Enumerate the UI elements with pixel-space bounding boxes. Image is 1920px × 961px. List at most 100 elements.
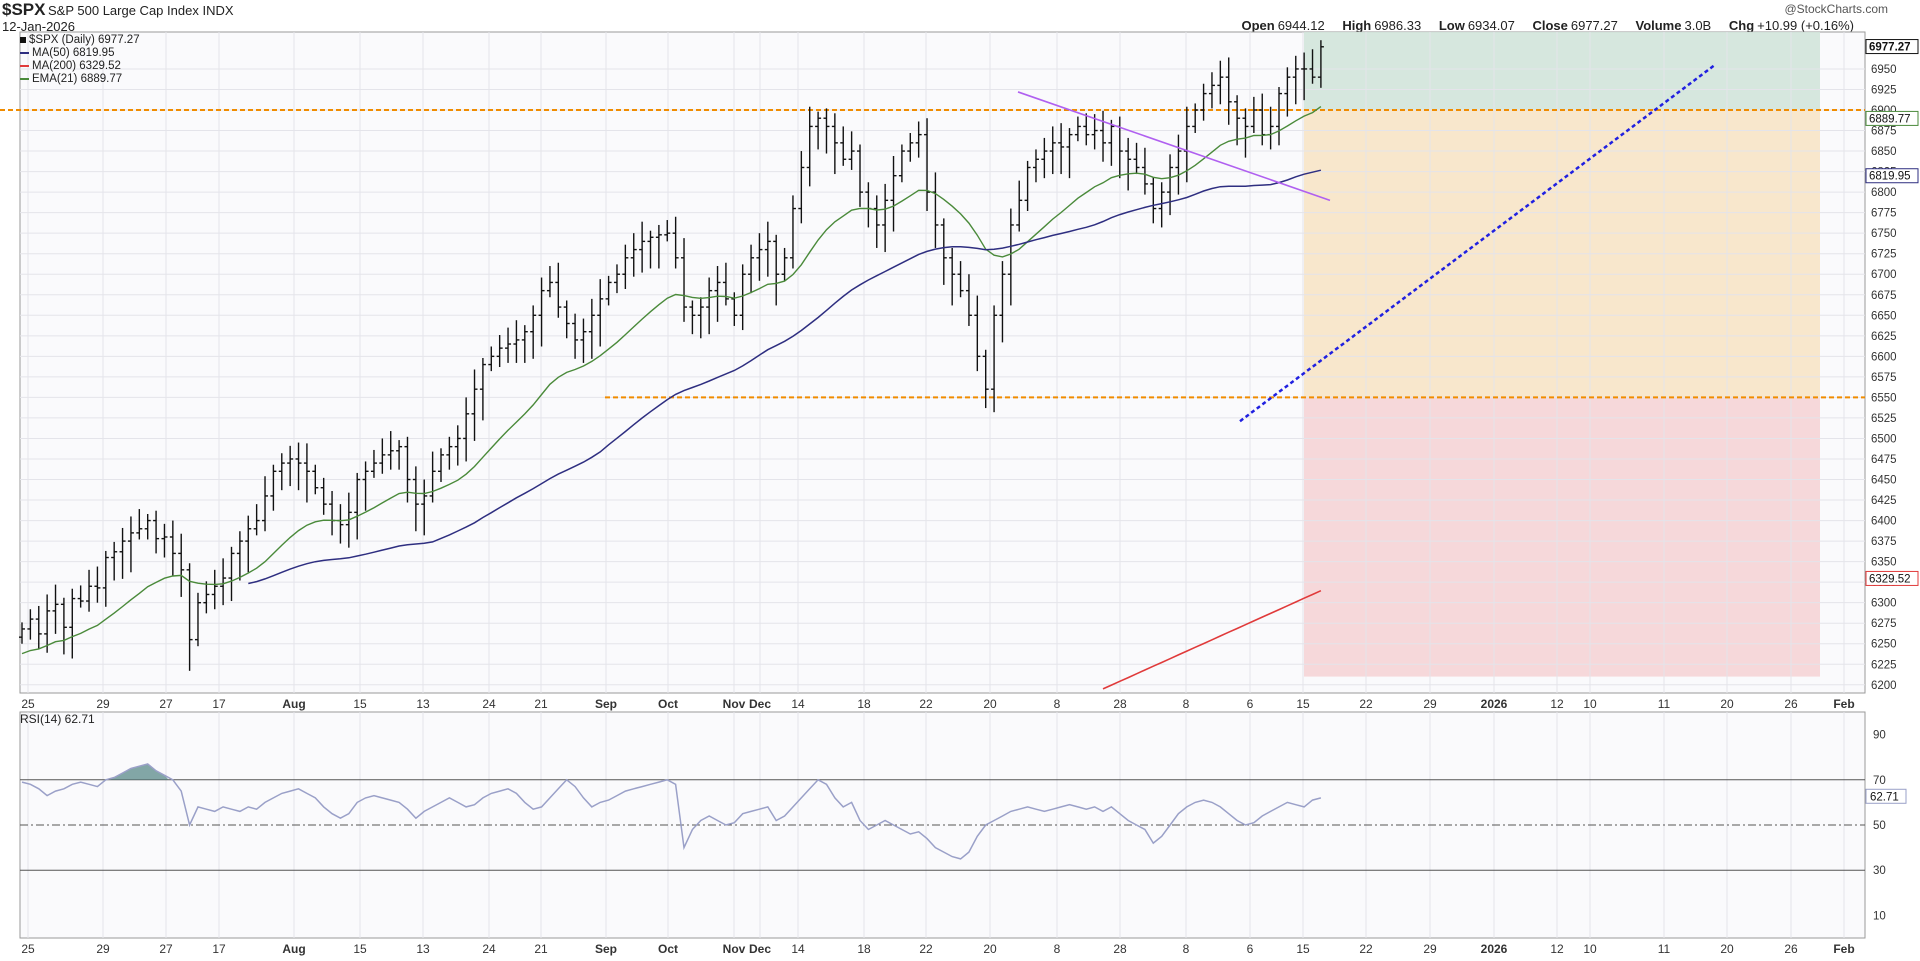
price-bar [421, 479, 428, 536]
price-bar [220, 558, 227, 606]
price-tick-label: 6650 [1871, 310, 1897, 322]
price-bar [873, 195, 880, 248]
price-bar [27, 609, 34, 640]
price-bar [538, 277, 545, 347]
open-label: Open [1241, 18, 1275, 33]
close-tag-box [1865, 39, 1919, 55]
price-bar [689, 300, 696, 335]
rsi-x-tick-label: 8 [1183, 942, 1190, 956]
price-tick-label: 6775 [1871, 208, 1897, 220]
ema21-line [21, 106, 1322, 655]
price-bar [1091, 114, 1098, 150]
price-bar [362, 461, 369, 511]
price-bar [77, 585, 84, 608]
ma200-tag: 6329.52 [1869, 573, 1911, 585]
price-x-tick-label: 27 [159, 697, 173, 711]
ema21-tag-box [1865, 110, 1919, 126]
price-bar [706, 277, 713, 335]
price-bar [1074, 116, 1081, 142]
price-bar [1141, 147, 1148, 195]
price-tick-label: 6700 [1871, 269, 1897, 281]
price-tick-label: 6600 [1871, 351, 1897, 363]
legend-ema21-swatch [20, 77, 29, 80]
price-bar [412, 466, 419, 532]
price-bar [563, 300, 570, 339]
rsi-x-tick-label: 11 [1658, 942, 1671, 956]
price-bar [228, 546, 235, 602]
price-bar [488, 346, 495, 372]
index-name: S&P 500 Large Cap Index [48, 3, 199, 18]
price-bar [748, 244, 755, 294]
rsi-overbought-fill [109, 763, 169, 780]
price-tick-label: 6550 [1871, 392, 1897, 404]
rsi-x-tick-label: 8 [1054, 942, 1061, 956]
rsi-x-tick-label: 13 [416, 942, 430, 956]
volume-value: 3.0B [1684, 18, 1712, 33]
price-tick-label: 6850 [1871, 146, 1897, 158]
ema21-tag: 6889.77 [1869, 113, 1911, 125]
legend-bar-swatch [20, 36, 26, 43]
price-bar [630, 233, 637, 277]
price-tick-label: 6300 [1871, 598, 1897, 610]
price-bar [965, 274, 972, 326]
price-bar [999, 261, 1006, 343]
price-x-tick-label: 22 [919, 697, 933, 711]
low-label: Low [1438, 18, 1465, 33]
rsi-x-tick-label: 29 [1423, 942, 1437, 956]
price-bar [572, 313, 579, 359]
price-bar [940, 218, 947, 285]
legend-ma200: MA(200) 6329.52 [20, 60, 140, 73]
rsi-x-tick-label: 10 [1583, 942, 1597, 956]
rsi-tag-box [1865, 788, 1907, 804]
price-bar [194, 592, 201, 647]
price-bar [69, 588, 76, 659]
price-bar [211, 569, 218, 610]
price-bar [1150, 177, 1157, 224]
rsi-tick-label: 30 [1873, 865, 1886, 877]
price-bar [957, 261, 964, 298]
price-tick-label: 6225 [1871, 659, 1897, 671]
price-bar [312, 464, 319, 495]
price-tick-label: 6200 [1871, 680, 1897, 692]
ma50-line [248, 169, 1322, 585]
price-x-tick-label: 2026 [1481, 697, 1508, 711]
price-bar [1007, 208, 1014, 306]
volume-label: Volume [1635, 18, 1682, 33]
price-bar [454, 425, 461, 466]
price-bar [546, 266, 553, 298]
price-tick-label: 6625 [1871, 331, 1897, 343]
price-bar [295, 442, 302, 491]
price-x-tick-label: 21 [534, 697, 548, 711]
price-bar [245, 515, 252, 573]
stockcharts-watermark[interactable]: @StockCharts.com [1784, 2, 1888, 16]
price-bar [815, 111, 822, 150]
price-bar [1292, 55, 1299, 105]
trendline-up [1239, 63, 1716, 423]
price-x-tick-label: 22 [1359, 697, 1373, 711]
price-bar [513, 320, 520, 363]
price-bar [505, 327, 512, 363]
price-bar [773, 234, 780, 306]
price-bar [1024, 160, 1031, 212]
legend-ma50: MA(50) 6819.95 [20, 47, 140, 60]
price-bar [203, 581, 210, 614]
price-tick-label: 6925 [1871, 84, 1897, 96]
exchange-label: INDX [202, 3, 234, 18]
rsi-x-tick-label: 14 [791, 942, 805, 956]
rsi-x-tick-label: 18 [857, 942, 871, 956]
price-bar [823, 108, 830, 154]
price-tick-label: 6250 [1871, 639, 1897, 651]
price-bar [898, 144, 905, 183]
price-tick-label: 6950 [1871, 64, 1897, 76]
price-bar [1301, 52, 1308, 101]
rsi-x-tick-label: Aug [282, 942, 305, 956]
price-bar [714, 266, 721, 322]
high-label: High [1342, 18, 1372, 33]
price-bar [1175, 134, 1182, 195]
chart-legend: $SPX (Daily) 6977.27 MA(50) 6819.95 MA(2… [20, 34, 140, 86]
rsi-x-tick-label: 29 [96, 942, 110, 956]
legend-ema21: EMA(21) 6889.77 [20, 73, 140, 86]
price-tick-label: 6500 [1871, 433, 1897, 445]
price-bar [52, 584, 59, 634]
